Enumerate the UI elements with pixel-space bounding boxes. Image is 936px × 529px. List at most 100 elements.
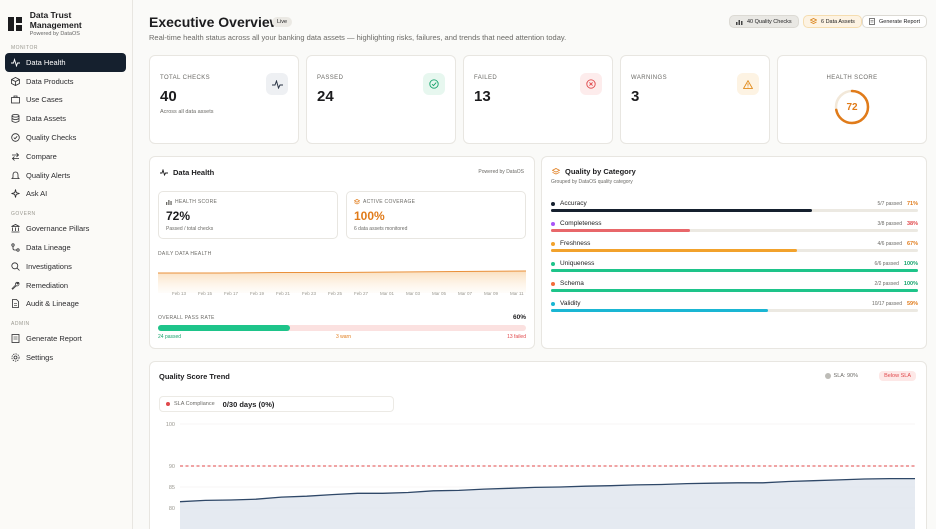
failed-label: FAILED [474,75,498,81]
sidebar-item-settings[interactable]: Settings [5,348,126,367]
check-circle-icon [11,133,20,142]
active-coverage-label: ACTIVE COVERAGE [363,199,416,205]
sidebar-nav: MONITOR Data Health Data Products Use Cases… [0,43,132,367]
sidebar-item-generate-report[interactable]: Generate Report [5,329,126,348]
date-tick: Mar 03 [406,291,421,296]
category-name: Uniqueness [560,260,595,267]
bar-chart-icon [166,199,172,205]
date-tick: Feb 21 [276,291,291,296]
sidebar-item-data-assets[interactable]: Data Assets [5,109,126,128]
health-score-value: 72 [846,101,858,113]
wrench-icon [11,281,20,290]
category-bar [551,249,918,252]
category-bar [551,269,918,272]
daily-health-label: DAILY DATA HEALTH [158,251,212,257]
health-score-mini-card: HEALTH SCORE 72% Passed / total checks [158,191,338,239]
category-row-validity[interactable]: Validity 10/17 passed 59% [551,300,918,318]
total-checks-card: TOTAL CHECKS 40 Across all data assets [149,55,299,144]
sidebar-item-audit-lineage[interactable]: Audit & Lineage [5,295,126,314]
document-icon [869,18,875,25]
category-row-accuracy[interactable]: Accuracy 5/7 passed 71% [551,200,918,218]
sidebar-item-governance-pillars[interactable]: Governance Pillars [5,219,126,238]
date-tick: Feb 19 [250,291,265,296]
category-pct: 67% [906,241,918,247]
data-health-panel: Data Health Powered by DataOS HEALTH SCO… [149,156,535,349]
sidebar-item-label: Ask AI [26,189,48,199]
trend-line [179,477,915,503]
sidebar-item-label: Audit & Lineage [26,299,79,309]
category-row-freshness[interactable]: Freshness 4/6 passed 67% [551,240,918,258]
briefcase-icon [11,95,20,104]
sidebar-item-data-health[interactable]: Data Health [5,53,126,72]
sidebar-section-label: ADMIN [11,321,30,328]
sla-compliance-box: SLA Compliance 0/30 days (0%) [159,396,394,412]
sidebar-item-investigations[interactable]: Investigations [5,257,126,276]
quality-category-panel: Quality by Category Grouped by DataOS qu… [541,156,927,349]
brand[interactable]: Data Trust Management Powered by DataOS [0,0,132,40]
category-name: Validity [560,300,581,307]
category-passed: 6/6 passed [874,261,899,267]
sidebar-item-ask-ai[interactable]: Ask AI [5,185,126,204]
category-passed: 2/2 passed [874,281,899,287]
sparkle-icon [11,189,20,199]
sla-compliance-label: SLA Compliance [174,401,215,407]
date-tick: Mar 01 [380,291,395,296]
sidebar-item-use-cases[interactable]: Use Cases [5,91,126,110]
sla-legend-dot-icon [824,373,831,379]
quality-trend-panel: Quality Score Trend SLA: 90% Below SLA S… [149,361,927,529]
sidebar-item-label: Settings [26,353,54,363]
brand-logo-icon [8,16,22,31]
failed-count: 13 failed [507,334,526,340]
sidebar-item-remediation[interactable]: Remediation [5,276,126,295]
data-health-title: Data Health [160,168,214,177]
category-passed: 10/17 passed [871,301,902,307]
sidebar-section-label: MONITOR [11,45,39,51]
sidebar-item-label: Investigations [26,261,72,271]
generate-report-button[interactable]: Generate Report [862,15,927,28]
category-row-uniqueness[interactable]: Uniqueness 6/6 passed 100% [551,260,918,278]
sla-status-dot-icon [166,402,170,406]
category-dot-icon [551,261,555,266]
warning-icon [737,73,759,95]
data-assets-chip[interactable]: 6 Data Assets [803,15,862,28]
date-tick: Mar 05 [432,291,447,296]
warn-count: 3 warn [336,334,352,340]
sidebar-item-data-products[interactable]: Data Products [5,72,126,91]
sidebar-item-quality-alerts[interactable]: Quality Alerts [5,166,126,185]
activity-icon [160,169,168,176]
date-tick: Feb 15 [198,291,213,296]
sidebar-item-label: Quality Alerts [26,170,71,180]
data-health-title-text: Data Health [173,168,215,177]
y-tick-label: 80 [169,506,175,512]
sidebar-item-quality-checks[interactable]: Quality Checks [5,128,126,147]
date-tick: Feb 17 [224,291,239,296]
category-pct: 100% [903,281,918,287]
date-tick: Feb 25 [328,291,343,296]
category-bar-fill [551,289,918,292]
health-score-label: HEALTH SCORE [826,75,878,81]
health-score-ring [834,89,870,125]
layers-icon [810,18,817,25]
date-tick: Mar 09 [484,291,499,296]
active-coverage-note: 6 data assets monitored [354,226,408,232]
category-bar [551,289,918,292]
category-bar-fill [551,209,812,212]
sidebar-item-label: Compare [26,151,57,161]
category-passed: 4/6 passed [877,241,902,247]
sidebar-item-label: Governance Pillars [26,224,90,234]
category-bar [551,309,918,312]
category-name: Schema [560,280,584,287]
category-row-completeness[interactable]: Completeness 3/8 passed 38% [551,220,918,238]
passed-label: PASSED [317,75,344,81]
date-tick: Feb 23 [302,291,317,296]
quality-category-title-text: Quality by Category [565,167,636,176]
quality-checks-chip[interactable]: 40 Quality Checks [729,15,799,28]
category-name: Accuracy [560,200,587,207]
y-tick-label: 85 [169,485,175,491]
category-row-schema[interactable]: Schema 2/2 passed 100% [551,280,918,298]
sidebar-item-compare[interactable]: Compare [5,147,126,166]
passed-value: 24 [317,88,334,105]
category-dot-icon [551,201,555,206]
sidebar-item-data-lineage[interactable]: Data Lineage [5,238,126,257]
sidebar-item-label: Quality Checks [26,133,77,143]
